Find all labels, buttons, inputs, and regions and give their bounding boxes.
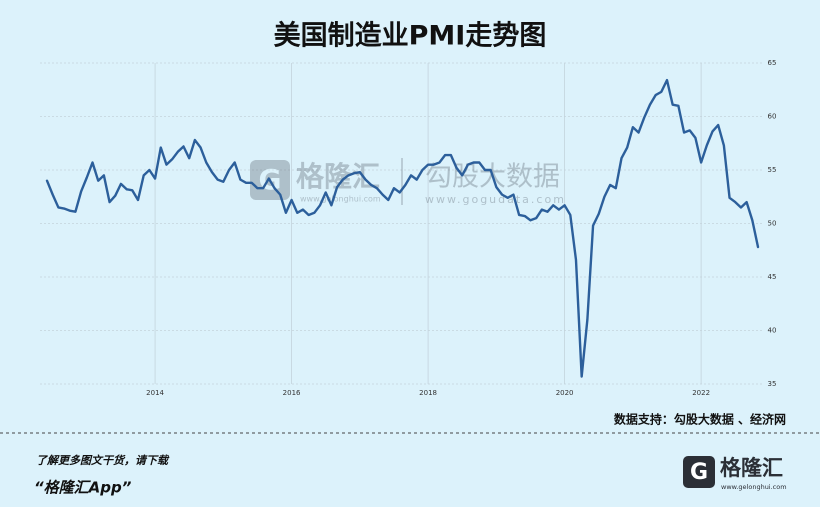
chart-title: 美国制造业PMI走势图 [274,20,547,52]
x-tick-label: 2014 [146,389,164,397]
logo-name: 格隆汇 [720,456,783,480]
line-series [45,78,760,378]
plot [45,78,760,378]
footer-app: “格隆汇App” [34,479,132,497]
logo-icon [683,456,715,488]
y-tick-label: 60 [768,113,777,121]
y-tick-label: 45 [768,273,777,281]
x-tick-label: 2022 [692,389,710,397]
logo-letter: G [690,460,708,485]
y-tick-label: 35 [768,380,777,388]
source: 数据支持：勾股大数据 、经济网 [614,412,786,427]
watermark: G 格隆汇 www.gelonghui.com 勾股大数据 www.goguda… [250,158,566,206]
watermark-brand-url: www.gelonghui.com [300,195,381,204]
x-tick-label: 2016 [283,389,301,397]
y-tick-label: 40 [768,327,777,335]
x-tick-label: 2018 [419,389,437,397]
y-tick-label: 65 [768,59,777,67]
footer-cta: 了解更多图文干货，请下载 [36,454,170,467]
logo-url: www.gelonghui.com [721,483,787,491]
y-tick-label: 50 [768,220,777,228]
watermark-data-url: www.gogudata.com [425,193,566,206]
x-tick-label: 2020 [556,389,574,397]
y-tick-label: 55 [768,166,777,174]
grid: 35 40 45 50 55 60 65 2014 2016 2018 2020 2022 [40,59,776,397]
